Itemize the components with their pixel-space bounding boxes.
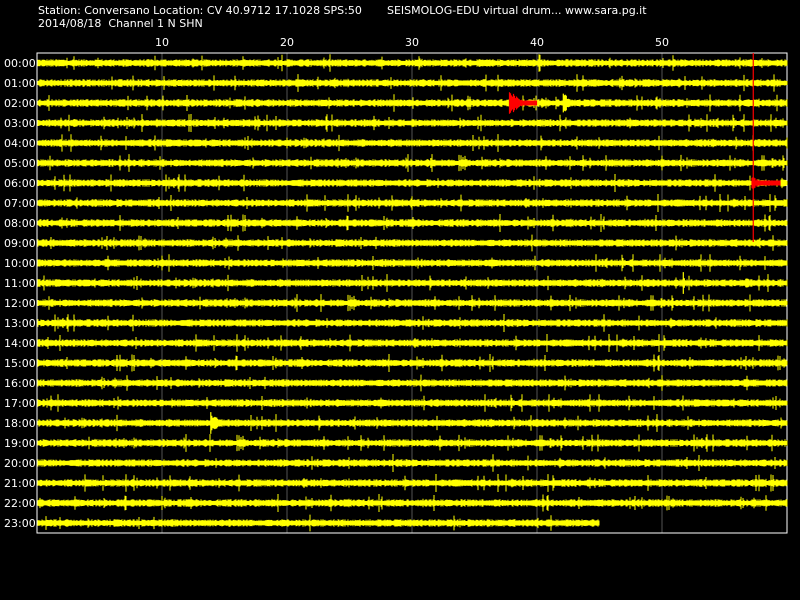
events	[210, 92, 781, 434]
row-label: 19:00	[4, 437, 36, 450]
event-18:00	[267, 419, 281, 427]
event-11:00	[682, 272, 686, 294]
row-label: 06:00	[4, 177, 36, 190]
row-label: 00:00	[4, 57, 36, 70]
trace-09:00	[37, 234, 788, 252]
trace-22:00	[37, 494, 788, 512]
event-11:00	[745, 278, 769, 288]
trace-04:00	[37, 134, 788, 152]
trace-11:00	[37, 274, 788, 292]
row-label: 17:00	[4, 397, 36, 410]
row-label: 14:00	[4, 337, 36, 350]
event-06:00	[751, 177, 781, 189]
grid-lines	[161, 53, 663, 533]
trace-08:00	[37, 214, 788, 232]
x-tick-label: 30	[405, 36, 419, 49]
row-label: 01:00	[4, 77, 36, 90]
row-label: 04:00	[4, 137, 36, 150]
trace-23:00	[37, 514, 600, 532]
trace-12:00	[37, 294, 788, 312]
event-02:00	[508, 92, 538, 114]
event-05:00	[430, 158, 450, 168]
brand-info: SEISMOLOG-EDU virtual drum... www.sara.p…	[387, 4, 647, 17]
trace-05:00	[37, 154, 788, 172]
row-label: 22:00	[4, 497, 36, 510]
traces	[37, 54, 788, 532]
row-label: 03:00	[4, 117, 36, 130]
trace-17:00	[37, 394, 788, 412]
x-tick-label: 50	[655, 36, 669, 49]
trace-00:00	[37, 54, 788, 72]
trace-07:00	[37, 194, 788, 212]
trace-10:00	[37, 254, 788, 272]
trace-06:00	[37, 174, 788, 192]
row-label: 13:00	[4, 317, 36, 330]
trace-21:00	[37, 474, 788, 492]
row-label: 18:00	[4, 417, 36, 430]
row-label: 21:00	[4, 477, 36, 490]
trace-02:00	[37, 94, 788, 112]
row-label: 15:00	[4, 357, 36, 370]
row-label: 05:00	[4, 157, 36, 170]
trace-14:00	[37, 334, 788, 352]
trace-19:00	[37, 434, 788, 452]
trace-20:00	[37, 454, 788, 472]
x-axis-ticks: 10 20 30 40 50	[155, 36, 669, 49]
event-18:00	[210, 412, 238, 434]
row-label: 02:00	[4, 97, 36, 110]
trace-15:00	[37, 354, 788, 372]
trace-03:00	[37, 114, 788, 132]
event-02:00	[562, 93, 581, 113]
row-label: 07:00	[4, 197, 36, 210]
trace-16:00	[37, 374, 788, 392]
row-label: 20:00	[4, 457, 36, 470]
row-label: 11:00	[4, 277, 36, 290]
row-label: 12:00	[4, 297, 36, 310]
row-label: 16:00	[4, 377, 36, 390]
row-labels: 00:00 01:00 02:00 03:00 04:00 05:00 06:00 07:00…	[4, 57, 36, 530]
row-label: 09:00	[4, 237, 36, 250]
date-channel-info: 2014/08/18 Channel 1 N SHN	[38, 17, 203, 30]
row-label: 23:00	[4, 517, 36, 530]
row-label: 08:00	[4, 217, 36, 230]
row-label: 10:00	[4, 257, 36, 270]
x-tick-label: 10	[155, 36, 169, 49]
station-info: Station: Conversano Location: CV 40.9712…	[38, 4, 362, 17]
x-tick-label: 20	[280, 36, 294, 49]
trace-18:00	[37, 414, 788, 432]
x-tick-label: 40	[530, 36, 544, 49]
trace-01:00	[37, 74, 788, 92]
trace-13:00	[37, 314, 788, 332]
